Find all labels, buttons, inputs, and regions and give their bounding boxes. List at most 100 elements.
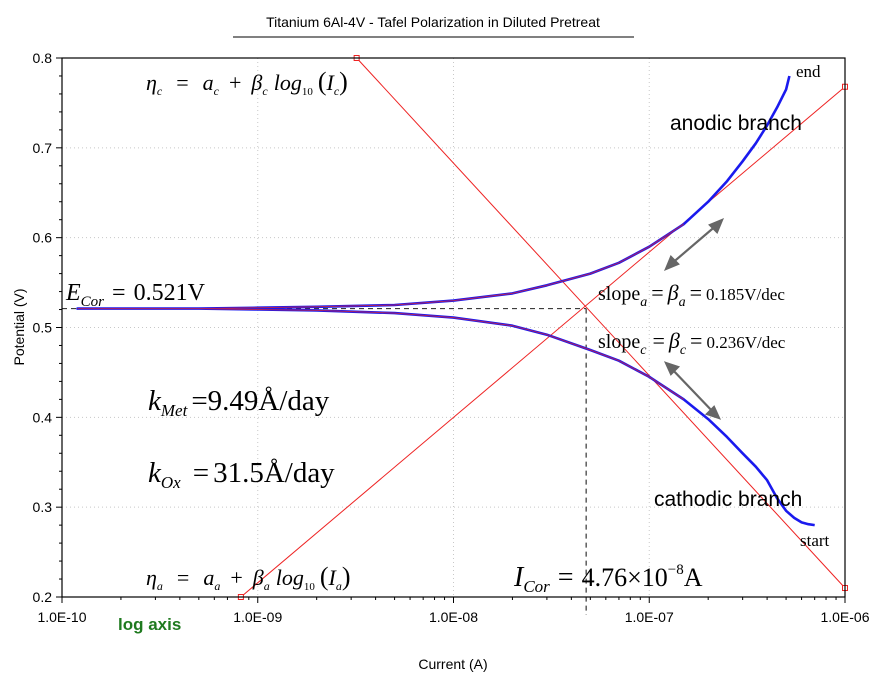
slope-c-value: 0.236V/dec [706, 333, 785, 352]
ecor-sub: Cor [81, 294, 105, 310]
eta-a-sub: a [157, 579, 163, 593]
x-tick-label: 1.0E-07 [625, 609, 674, 625]
eta-c-sub: c [157, 84, 163, 98]
slope-a-word: slope [598, 283, 640, 305]
eta-a-i: I [328, 565, 338, 590]
anodic-slope-arrow-head-1 [663, 255, 680, 272]
icor-mantissa: 4.76×10 [582, 563, 668, 592]
slope-a-beta-sub: a [679, 295, 686, 310]
eta-a-plus: + [230, 565, 242, 590]
eta-c-log: log [274, 70, 302, 95]
slope-a-value: 0.185V/dec [706, 285, 785, 304]
eta-a-beta-sub: a [264, 579, 270, 593]
icor-sub: Cor [523, 577, 550, 596]
slope-c-eq2: = [690, 328, 702, 353]
y-tick-label: 0.3 [33, 499, 53, 515]
kox-value: 31.5Å/day [213, 457, 335, 489]
ecor-eq: = [112, 280, 126, 306]
slope-a-label: slopea = βa = 0.185V/dec [598, 280, 785, 310]
icor-eq: = [558, 562, 574, 593]
slope-a-sub: a [640, 295, 647, 310]
cathodic-tafel-line [356, 57, 846, 589]
slope-a-eq1: = [651, 280, 663, 305]
plot-frame [61, 57, 846, 598]
y-tick-label: 0.2 [33, 589, 53, 605]
x-axis-label: Current (A) [418, 656, 487, 672]
kox-sub: Ox [161, 473, 181, 492]
eta-a-i-sub: a [336, 579, 342, 593]
anodic-tafel-line [240, 86, 846, 598]
eta-a-symbol: η [146, 565, 157, 590]
y-tick-label: 0.6 [33, 230, 53, 246]
eta-a-beta: β [252, 565, 264, 590]
eta-c-rparen: ) [339, 67, 348, 96]
slope-c-eq1: = [652, 328, 664, 353]
y-tick-label: 0.7 [33, 140, 53, 156]
eta-c-beta-sub: c [262, 84, 268, 98]
slope-c-word: slope [598, 331, 640, 353]
eta-a-rparen: ) [342, 562, 351, 591]
eta-c-lparen: ( [318, 67, 327, 96]
slope-c-sub: c [640, 343, 647, 358]
eta-a-log-base: 10 [304, 581, 316, 593]
x-tick-label: 1.0E-06 [820, 609, 869, 625]
y-tick-label: 0.4 [33, 409, 53, 425]
eta-c-eq: = [176, 70, 188, 95]
slope-c-beta-sub: c [680, 343, 687, 358]
kmet-sub: Met [160, 401, 189, 420]
cathodic-slope-arrow-head-2 [704, 405, 722, 420]
anodic-slope-arrow-head-2 [708, 217, 725, 234]
eta-c-beta: β [250, 70, 262, 95]
x-tick-label: 1.0E-08 [429, 609, 478, 625]
icor-i: I [513, 562, 525, 593]
slope-c-beta: β [668, 328, 680, 353]
kox-label: kOx = 31.5Å/day [148, 457, 335, 492]
grid-lines [62, 58, 845, 597]
eta-c-symbol: η [146, 70, 157, 95]
chart-title: Titanium 6Al-4V - Tafel Polarization in … [266, 14, 600, 30]
icor-exponent: −8 [668, 562, 684, 578]
end-label: end [796, 62, 821, 81]
slope-a-beta: β [667, 280, 679, 305]
kmet-value: =9.49Å/day [191, 385, 329, 417]
start-label: start [800, 531, 830, 550]
polarization-curve-overlay [77, 223, 684, 400]
cathodic-slope-arrow-shaft [669, 366, 716, 415]
cathodic-branch-label: cathodic branch [654, 488, 802, 511]
annotations: ηc = ac + βc log10 (Ic) ηa = aa + βa log10 (Ia) ECor… [65, 62, 830, 634]
eta-c-i: I [326, 70, 336, 95]
x-tick-label: 1.0E-10 [37, 609, 86, 625]
cathodic-slope-arrow-head-1 [663, 361, 681, 376]
log-axis-label: log axis [118, 615, 181, 634]
anodic-branch-label: anodic branch [670, 112, 802, 135]
kmet-label: kMet =9.49Å/day [148, 385, 330, 420]
slope-a-eq2: = [690, 280, 702, 305]
eta-a-lparen: ( [320, 562, 329, 591]
axis-ticks: 1.0E-10 1.0E-09 1.0E-08 1.0E-07 1.0E-06 0.2 0.… [33, 50, 870, 625]
eta-c-formula: ηc = ac + βc log10 (Ic) [146, 67, 348, 98]
slope-c-label: slopec = βc = 0.236V/dec [598, 328, 786, 358]
ecor-e: E [65, 280, 81, 306]
icor-unit: A [684, 563, 703, 592]
kox-eq: = [193, 457, 209, 489]
eta-a-a-sub: a [214, 579, 220, 593]
icor-label: ICor = 4.76×10−8A [513, 562, 703, 596]
eta-a-eq: = [177, 565, 189, 590]
ecor-label: ECor = 0.521V [65, 280, 206, 310]
eta-a-a: a [203, 565, 214, 590]
kox-k: k [148, 457, 162, 489]
eta-c-a: a [203, 70, 214, 95]
x-tick-label: 1.0E-09 [233, 609, 282, 625]
y-tick-label: 0.5 [33, 320, 53, 336]
eta-c-plus: + [229, 70, 241, 95]
ecor-value: 0.521V [134, 280, 206, 306]
kmet-k: k [148, 385, 162, 417]
eta-c-a-sub: c [214, 84, 220, 98]
y-axis-label: Potential (V) [11, 288, 27, 365]
eta-c-i-sub: c [334, 84, 340, 98]
anodic-slope-arrow-shaft [669, 223, 719, 266]
eta-c-log-base: 10 [302, 86, 314, 98]
y-tick-label: 0.8 [33, 50, 53, 66]
double-arrows [663, 217, 725, 420]
